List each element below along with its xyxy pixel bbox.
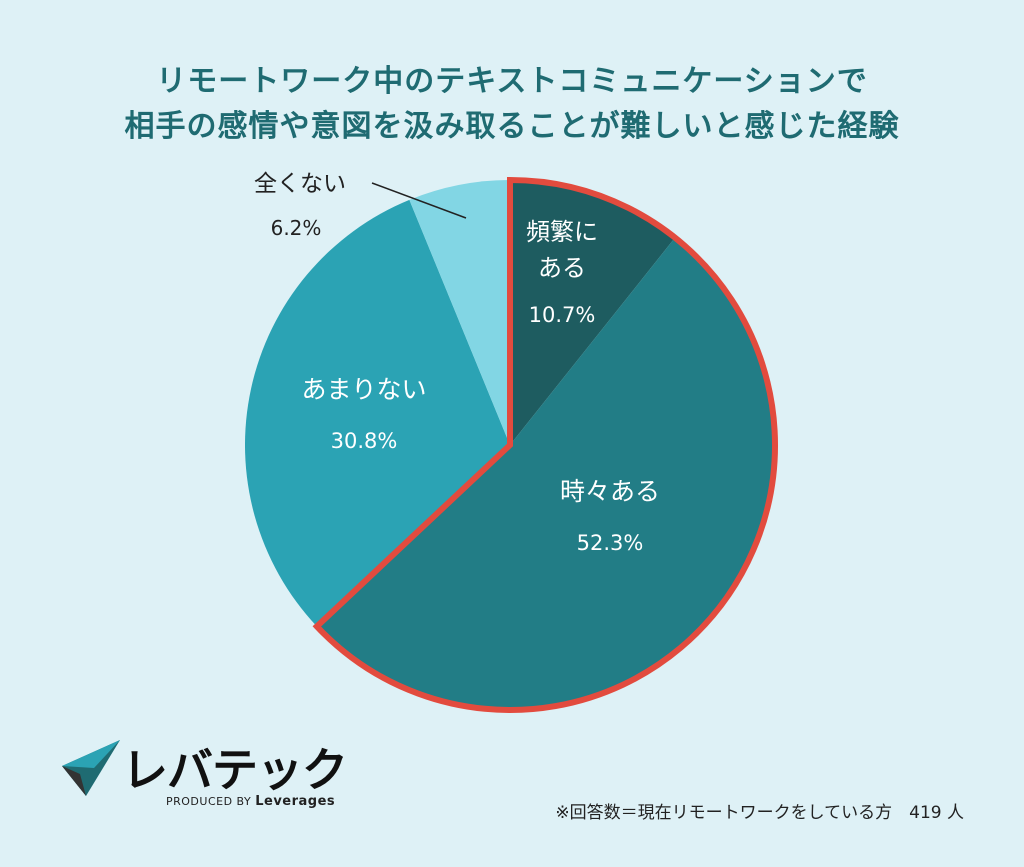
slice-label-hinpan: 頻繁に — [526, 218, 598, 246]
logo-wordmark: レバテック — [122, 743, 348, 797]
slice-label-zenku-nai: 全くない — [254, 171, 346, 197]
slice-value-tokidoki: 52.3% — [577, 531, 644, 555]
logo-brand: Leverages — [255, 794, 336, 809]
slice-label-hinpan-2: ある — [538, 254, 586, 282]
slice-label-tokidoki: 時々ある — [560, 477, 660, 506]
slice-value-zenku-nai: 6.2% — [271, 216, 322, 240]
pie-slice-2 — [244, 199, 510, 627]
slice-label-amari-nai: あまりない — [301, 375, 426, 404]
footnote: ※回答数＝現在リモートワークをしている方 419 人 — [555, 803, 964, 823]
logo-produced-by: PRODUCED BY Leverages — [166, 794, 335, 809]
pie-slice-0 — [510, 180, 676, 445]
slice-value-amari-nai: 30.8% — [331, 429, 398, 453]
chart-title-line2: 相手の感情や意図を汲み取ることが難しいと感じた経験 — [124, 109, 900, 144]
highlight-outline — [312, 176, 778, 713]
pie-slices — [244, 180, 776, 710]
leader-line-zenku-nai — [371, 182, 467, 219]
logo-mark-icon — [62, 740, 120, 796]
pie-slice-1 — [316, 237, 776, 710]
slice-value-hinpan: 10.7% — [529, 303, 596, 327]
levtech-logo: レバテック PRODUCED BY Leverages — [60, 738, 360, 818]
logo-produced-by-prefix: PRODUCED BY — [166, 795, 256, 808]
pie-slice-3 — [409, 180, 510, 445]
highlight-border — [312, 176, 778, 713]
chart-title-line1: リモートワーク中のテキストコミュニケーションで — [156, 64, 868, 99]
